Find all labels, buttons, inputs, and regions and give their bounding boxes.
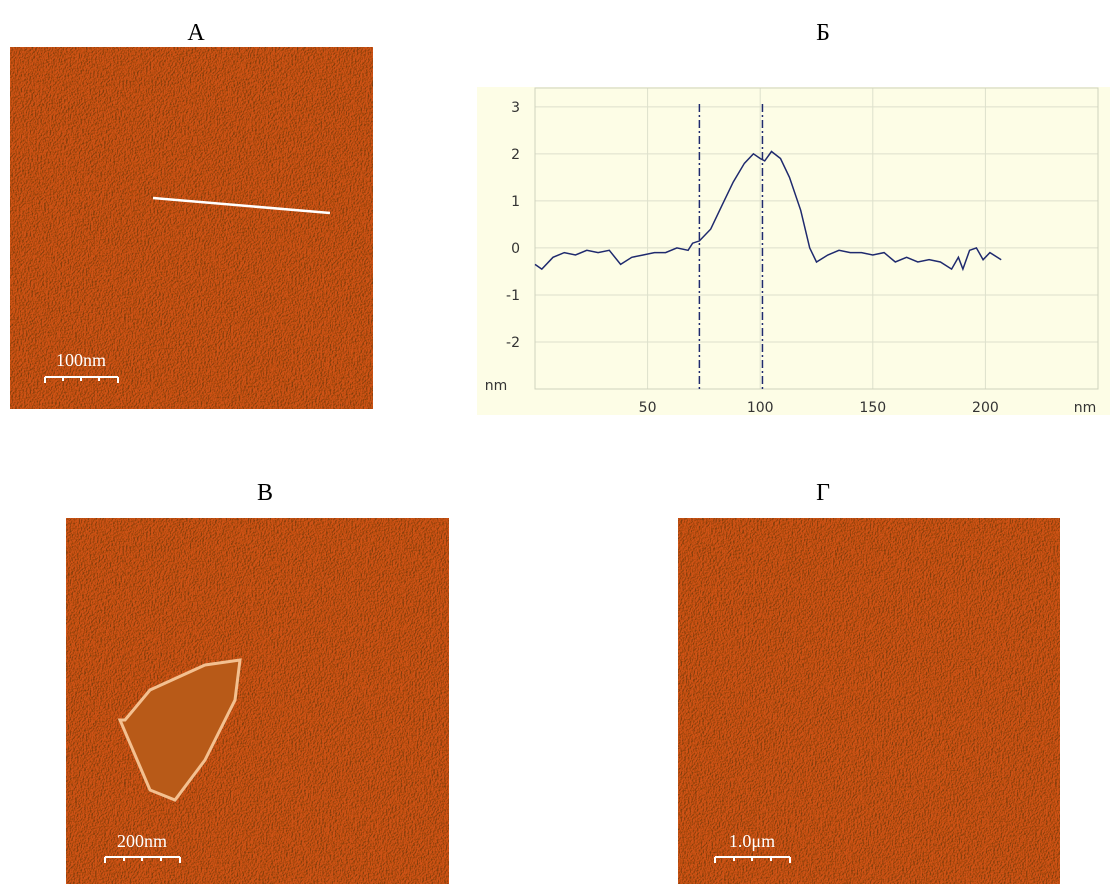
panel-label: Б: [816, 20, 830, 46]
profile-line: [534, 150, 1002, 272]
panel-label: В: [257, 480, 273, 506]
x-tick-label: 100: [747, 400, 774, 416]
y-tick-label: 2: [511, 147, 520, 163]
scale-bar-label: 1.0μm: [729, 831, 775, 851]
panel-label: Г: [816, 480, 830, 506]
panel-label: А: [187, 20, 205, 46]
y-tick-label: 0: [511, 241, 520, 257]
plot-frame: [534, 87, 1099, 390]
y-tick-label: 3: [511, 100, 520, 116]
x-axis-label: nm: [1074, 400, 1097, 416]
y-tick-label: -1: [506, 288, 520, 304]
y-axis-label: nm: [485, 378, 508, 394]
afm-image: 200nm: [66, 518, 449, 884]
scale-bar-label: 200nm: [117, 831, 167, 851]
x-tick-label: 200: [972, 400, 999, 416]
y-tick-label: -2: [506, 335, 520, 351]
x-tick-label: 50: [639, 400, 657, 416]
y-tick-label: 1: [511, 194, 520, 210]
scale-bar-label: 100nm: [56, 350, 106, 370]
afm-image: 1.0μm: [678, 518, 1060, 884]
profile-chart: nm nm -2 -1 0 1 2 3 50 100 150 200: [477, 87, 1110, 416]
afm-image: 100nm: [10, 47, 373, 409]
x-tick-label: 150: [859, 400, 886, 416]
